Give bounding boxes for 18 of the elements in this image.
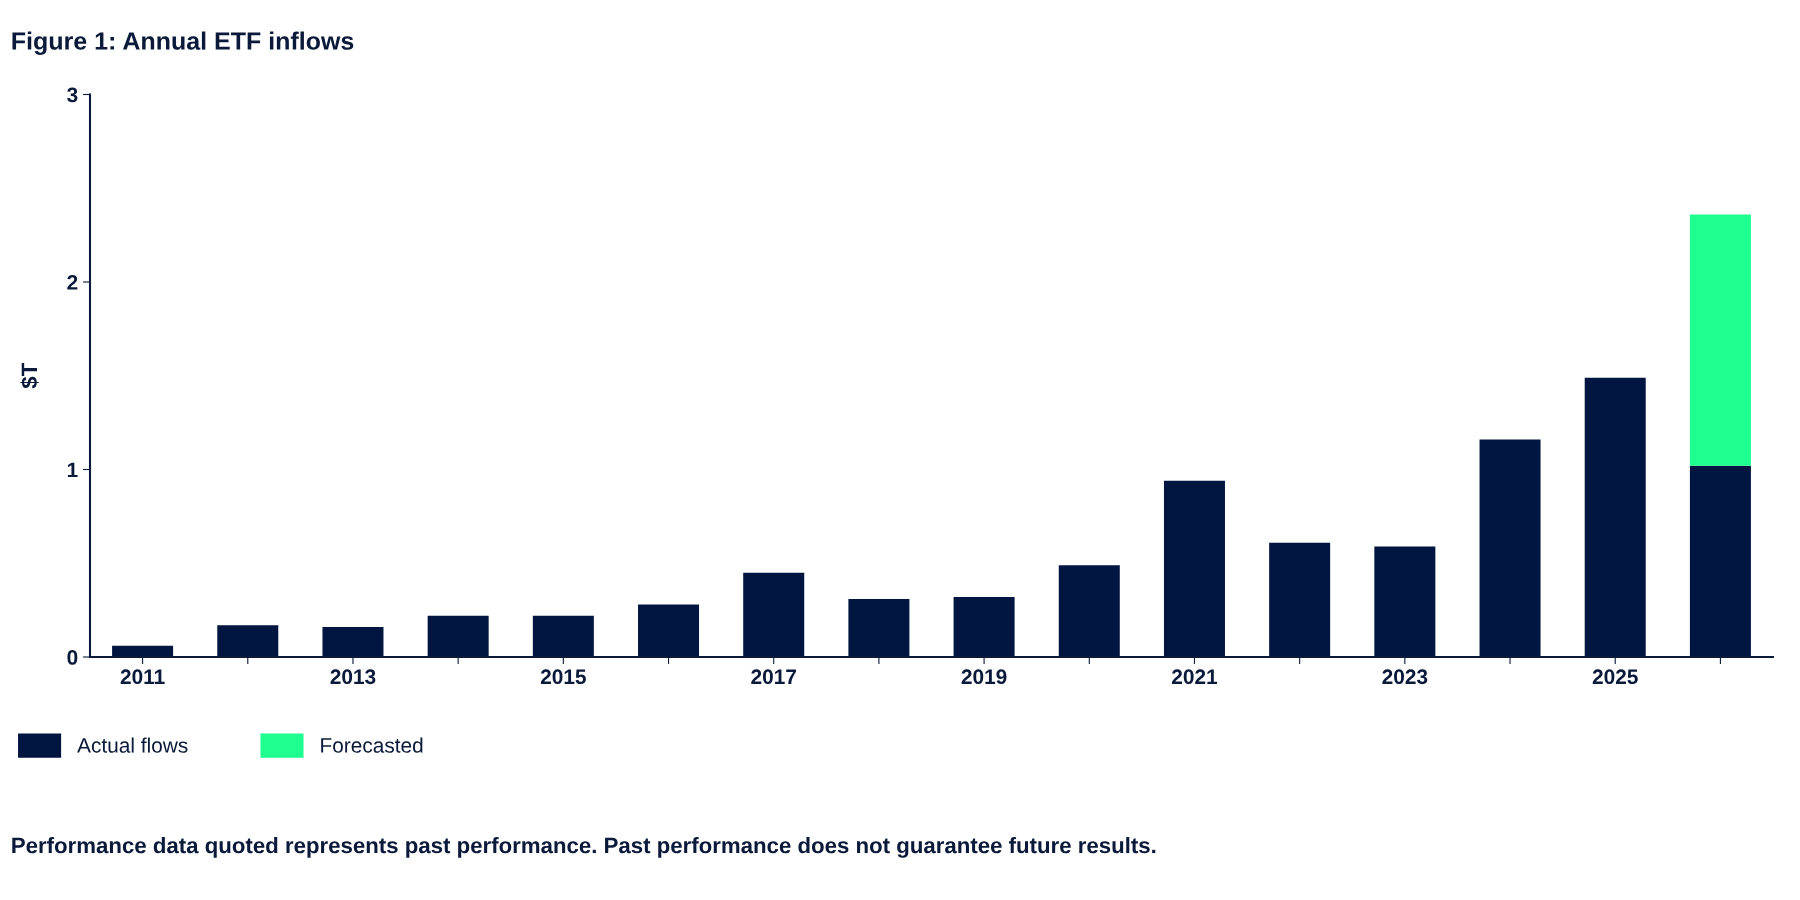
legend-label: Actual flows bbox=[77, 737, 188, 753]
x-tick-label: 2011 bbox=[120, 669, 165, 685]
y-axis-title: $T bbox=[20, 363, 39, 389]
legend-label: Forecasted bbox=[321, 737, 423, 753]
x-tick-label: 2019 bbox=[961, 669, 1007, 685]
y-tick-label: 0 bbox=[67, 650, 78, 665]
bar bbox=[1689, 214, 1751, 466]
x-tick-label: 2015 bbox=[540, 669, 586, 685]
text: Performance data quoted represents past performance. Past performance does not guarantee future results. bbox=[12, 837, 1156, 858]
x-tick-label: 2021 bbox=[1172, 669, 1218, 685]
y-tick-label: 1 bbox=[67, 462, 78, 478]
chart-title: Figure 1: Annual ETF inflows bbox=[12, 31, 354, 55]
y-tick-label: 2 bbox=[67, 275, 78, 290]
x-tick-label: 2025 bbox=[1592, 669, 1638, 685]
x-tick-label: 2023 bbox=[1382, 669, 1428, 685]
y-tick-label: 3 bbox=[67, 87, 78, 103]
x-tick-label: 2017 bbox=[751, 669, 796, 685]
x-tick-label: 2013 bbox=[330, 669, 376, 685]
